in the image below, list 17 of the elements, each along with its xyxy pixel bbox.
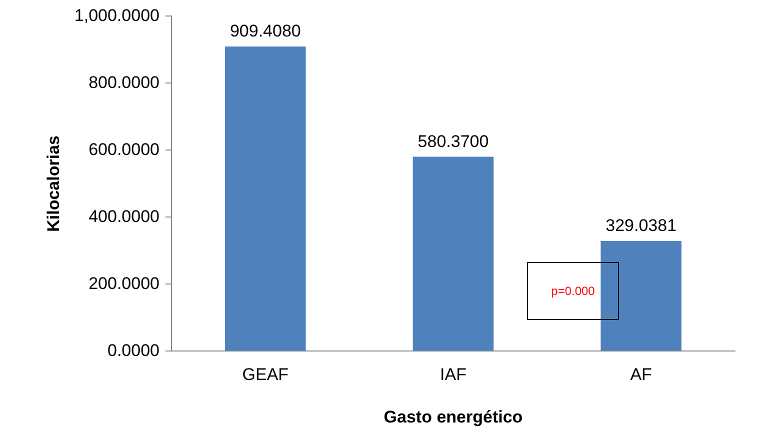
y-tick-label: 1,000.0000 [74,6,160,25]
x-tick-label: AF [630,365,652,384]
y-tick-label: 800.0000 [88,72,160,92]
bar [600,240,682,351]
x-axis-title: Gasto energético [384,407,523,426]
y-tick-label: 400.0000 [88,206,160,226]
y-tick-label: 200.0000 [88,274,160,293]
x-tick-label: IAF [440,365,466,384]
y-tick-label: 0.0000 [107,340,160,360]
y-tick-label: 600.0000 [88,140,160,159]
x-tick-label: GEAF [242,365,289,384]
bar [225,46,306,351]
y-axis-title: Kilocalorias [44,136,63,232]
bar [412,156,494,351]
data-label: 580.3700 [418,132,489,151]
data-label: 909.4080 [230,22,301,41]
data-label: 329.0381 [606,216,677,236]
